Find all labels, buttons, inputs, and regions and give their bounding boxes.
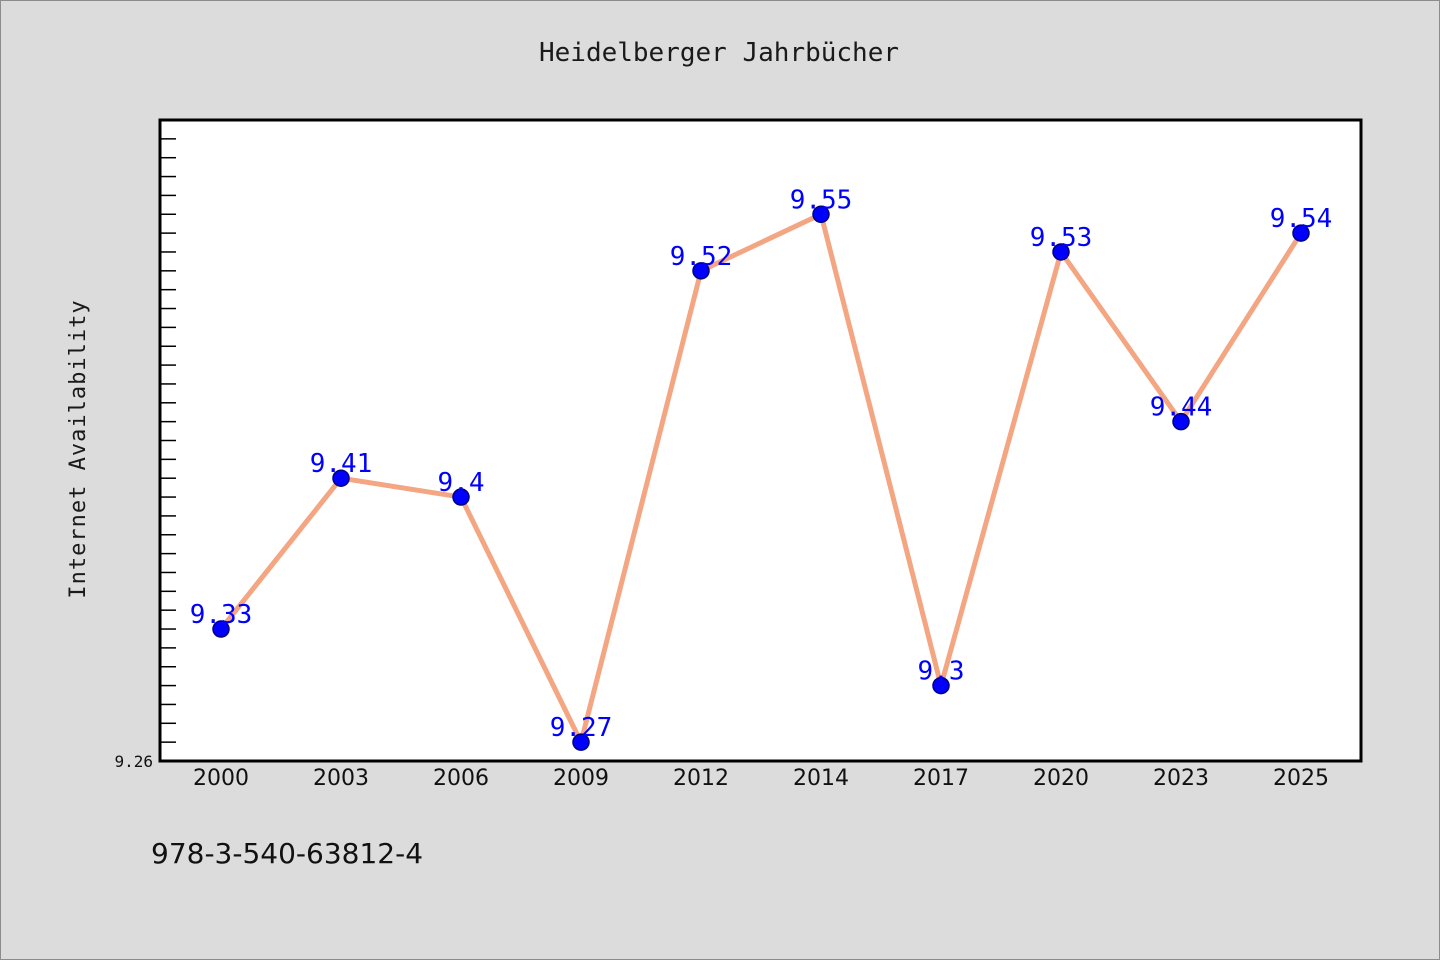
data-point-marker	[572, 733, 590, 751]
x-tick-label: 2020	[1033, 766, 1089, 791]
x-tick-label: 2025	[1273, 766, 1329, 791]
data-point-marker	[1292, 224, 1310, 242]
x-tick-label: 2009	[553, 766, 609, 791]
data-points	[212, 205, 1310, 751]
data-label: 9.52	[670, 242, 733, 272]
series-line	[218, 211, 1304, 745]
data-label: 9.4	[438, 468, 485, 498]
data-point-marker	[452, 488, 470, 506]
y-axis-ticks	[160, 138, 176, 762]
data-point-marker	[812, 205, 830, 224]
data-point-marker	[932, 676, 950, 695]
y-tick-label: 9.26	[114, 752, 153, 771]
data-point-marker	[692, 262, 710, 280]
footer-isbn: 978-3-540-63812-4	[151, 837, 423, 870]
x-tick-label: 2014	[793, 766, 849, 791]
y-axis-label: Internet Availability	[66, 299, 91, 598]
data-label: 9.41	[310, 449, 373, 479]
plot-area	[158, 118, 1363, 763]
x-tick-label: 2023	[1153, 766, 1209, 791]
data-point-marker	[212, 620, 230, 638]
data-label: 9.55	[790, 185, 853, 215]
x-tick-label: 2012	[673, 766, 729, 791]
data-label: 9.53	[1030, 223, 1093, 253]
x-tick-label: 2003	[313, 766, 369, 791]
data-label: 9.33	[190, 600, 253, 630]
data-label: 9.54	[1270, 204, 1333, 234]
chart-title: Heidelberger Jahrbücher	[539, 38, 899, 68]
x-tick-label: 2017	[913, 766, 969, 791]
x-axis-tick-labels: 2000 2003 2006 2009 2012 2014 2017 2020 2023 2025	[193, 766, 1329, 791]
series-line-group	[218, 211, 1304, 745]
x-tick-label: 2006	[433, 766, 489, 791]
data-point-marker	[1172, 412, 1190, 431]
data-point-marker	[332, 469, 350, 487]
data-label: 9.44	[1150, 393, 1213, 423]
x-tick-label: 2000	[193, 766, 249, 791]
data-point-marker	[1052, 243, 1070, 261]
data-label: 9.27	[550, 713, 613, 743]
y-axis-tick-labels: 9.26	[114, 752, 153, 771]
data-labels: 9.33 9.41 9.4 9.27 9.52 9.55 9.3 9.53 9.44 9.54	[190, 185, 1333, 743]
data-label: 9.3	[918, 657, 965, 687]
